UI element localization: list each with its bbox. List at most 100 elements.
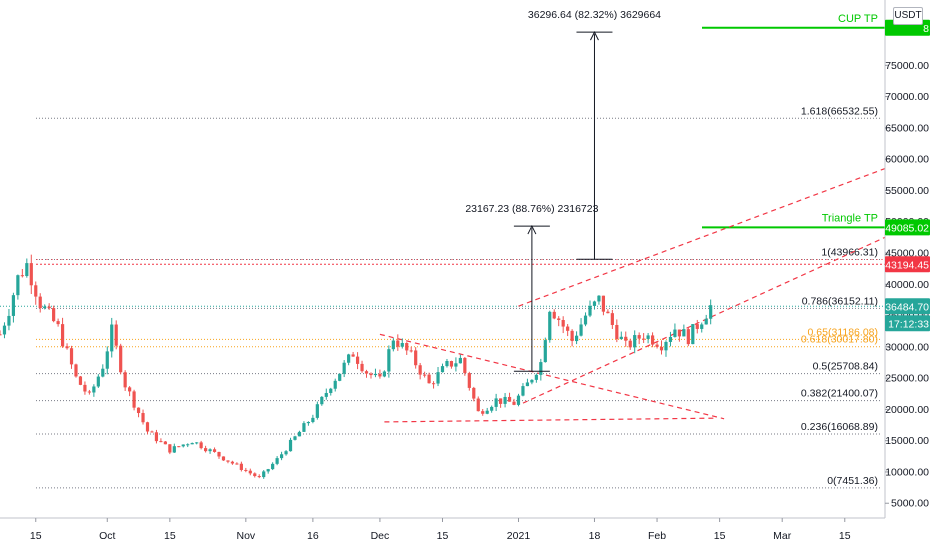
candle (539, 358, 543, 381)
candle (141, 409, 145, 425)
candle-body (119, 345, 123, 373)
candle (34, 281, 38, 305)
candle (463, 357, 467, 376)
candle-body (248, 470, 252, 474)
x-tick-label: Nov (236, 530, 255, 542)
candle-body (592, 301, 597, 306)
measure-label: 36296.64 (82.32%) 3629664 (528, 9, 661, 21)
candle (69, 345, 74, 369)
candle-body (271, 463, 275, 470)
candle-body (566, 326, 570, 331)
candle (2, 322, 7, 339)
candle (704, 314, 708, 325)
candle (440, 363, 445, 373)
candle-body (315, 404, 319, 418)
candle (382, 370, 386, 378)
candle (177, 446, 181, 448)
candle-body (494, 398, 498, 407)
candle-body (507, 396, 512, 402)
candle (168, 444, 172, 455)
candle (686, 327, 690, 347)
candle-body (476, 398, 480, 412)
candle-body (101, 368, 105, 377)
candle (494, 393, 498, 412)
candle-body (391, 340, 395, 350)
candle-body (637, 335, 641, 339)
candle-body (655, 344, 659, 347)
candle-body (0, 334, 2, 336)
candle (579, 318, 583, 337)
candle-body (239, 463, 243, 470)
candle (11, 292, 16, 323)
candle-body (110, 324, 114, 352)
candle-body (436, 372, 440, 384)
candle-body (306, 422, 311, 424)
candle (503, 393, 507, 408)
candle (597, 295, 601, 305)
candle-body (279, 454, 284, 459)
candle-body (128, 387, 132, 392)
candle-body (700, 324, 704, 329)
candle-body (186, 444, 190, 446)
y-tick-label: 60000.00 (885, 154, 929, 166)
candle-body (297, 431, 302, 437)
candle (512, 398, 516, 406)
candle-body (677, 329, 681, 337)
x-tick-label: Dec (371, 530, 390, 542)
candle (490, 405, 494, 413)
candle-body (650, 335, 655, 345)
currency-label[interactable]: USDT (893, 7, 923, 25)
candle (128, 386, 132, 397)
candle (217, 451, 221, 459)
candle-body (217, 451, 221, 457)
target-label: CUP TP (838, 13, 878, 25)
candle (351, 351, 355, 357)
candle-body (338, 373, 342, 381)
candle (324, 388, 328, 400)
candle (105, 346, 109, 375)
candle (507, 392, 512, 402)
candle-body (208, 449, 212, 452)
candle (347, 353, 351, 366)
candle-body (503, 396, 507, 404)
candle-body (262, 471, 266, 478)
candle (601, 295, 606, 316)
candle (423, 371, 427, 378)
candle-body (347, 354, 351, 363)
candle-body (373, 373, 378, 376)
candle (56, 318, 60, 327)
candle-body (105, 351, 109, 369)
y-tick-label: 70000.00 (885, 91, 929, 103)
candle (253, 472, 257, 478)
candle-body (490, 406, 494, 411)
candle-body (646, 335, 650, 339)
candle-body (382, 371, 386, 377)
candle (485, 407, 489, 415)
candle-body (704, 318, 708, 325)
candle-body (244, 469, 248, 471)
candle-body (530, 379, 534, 383)
candle (668, 331, 673, 347)
candle (306, 421, 311, 426)
candle-body (369, 373, 373, 376)
candle-body (642, 338, 646, 340)
candle-body (423, 374, 427, 376)
candle (642, 333, 646, 343)
candle-body (445, 361, 449, 367)
candle (239, 461, 243, 472)
x-tick-label: 16 (307, 530, 319, 542)
candle (47, 303, 51, 310)
fibonacci-levels: 1.618(66532.55) 1(43966.31) 0.786(36152.11… (0, 13, 885, 489)
candle-body (548, 311, 552, 341)
candle (606, 309, 610, 314)
candle-body (695, 324, 699, 329)
candle-body (235, 463, 239, 465)
candle-body (190, 443, 194, 445)
candle-body (221, 456, 226, 461)
candle (199, 440, 203, 450)
x-tick-label: Feb (648, 530, 666, 542)
candle-body (195, 442, 199, 444)
candle-body (34, 285, 38, 297)
x-tick-label: 15 (437, 530, 449, 542)
